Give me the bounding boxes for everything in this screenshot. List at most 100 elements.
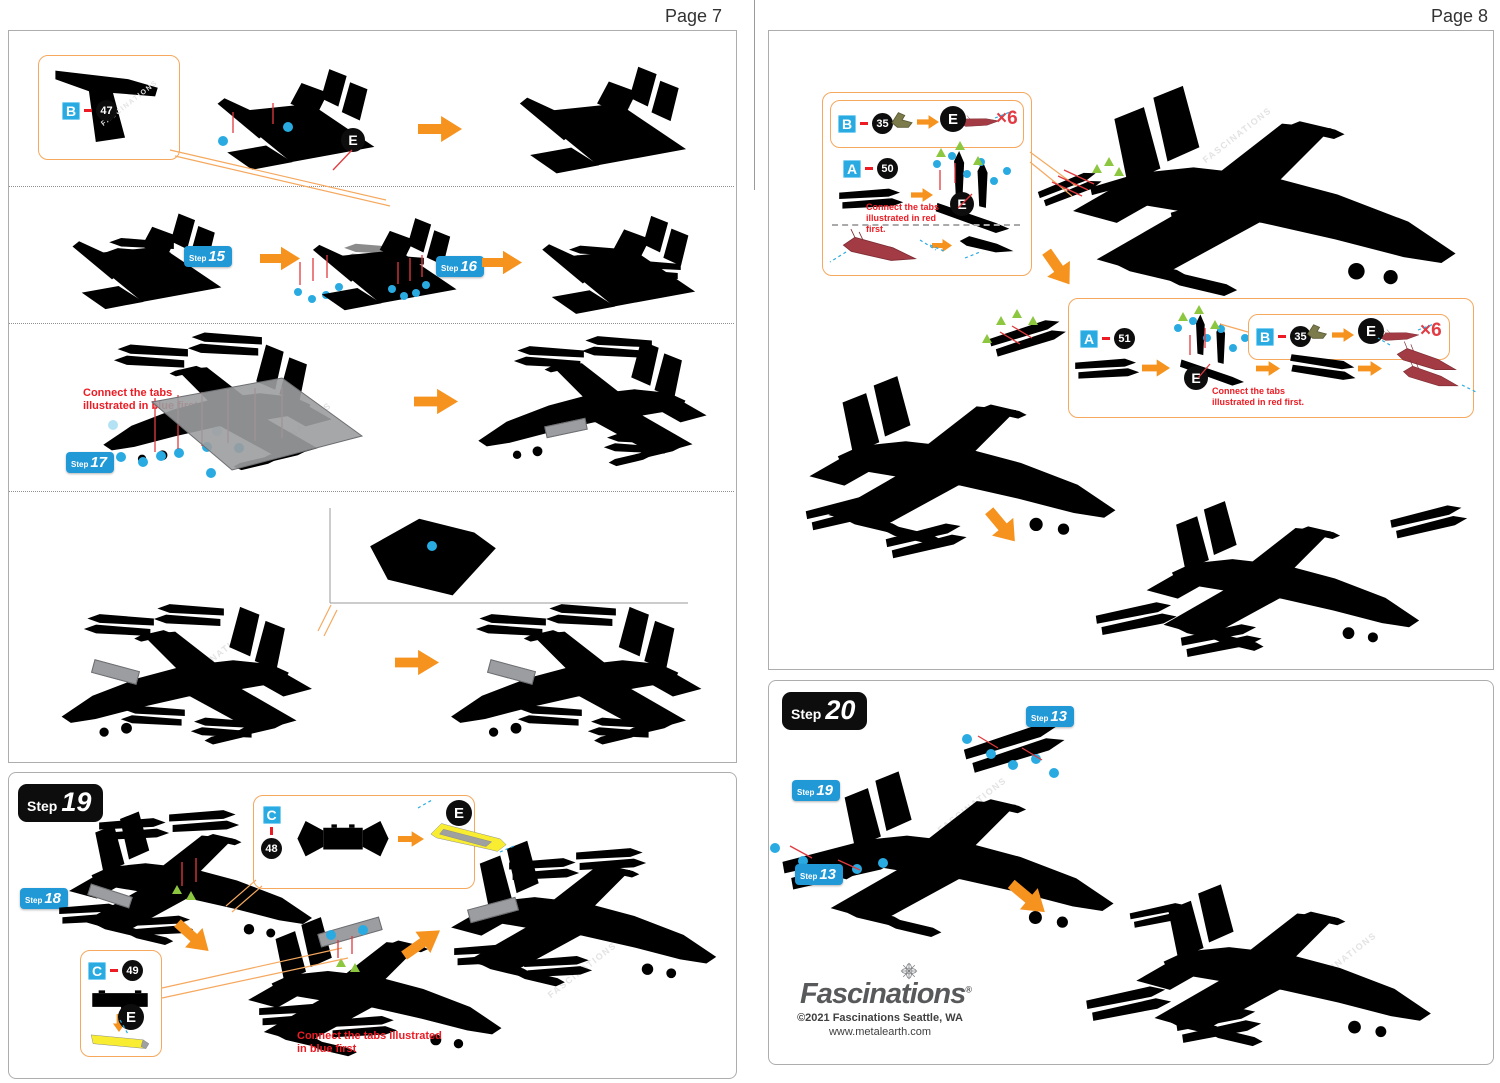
step20-panel [768, 680, 1494, 1065]
section-separator [9, 323, 734, 324]
part-label-b35: B 35 [1256, 326, 1311, 347]
tab-dot-icon [202, 442, 212, 452]
transform-arrow-icon [1358, 360, 1382, 377]
missile-rack-drawing [165, 804, 245, 839]
missile-rack-drawing [352, 248, 428, 281]
tab-dot-icon [1003, 167, 1011, 175]
tab-dot-icon [933, 160, 941, 168]
part-label-dash [84, 109, 92, 112]
next-step-arrow-icon [482, 249, 522, 276]
tab-dot-icon [116, 452, 126, 462]
assembly-note: Connect the tabs illustrated in red firs… [1212, 386, 1305, 407]
tab-triangle-icon [973, 156, 983, 165]
transform-arrow-icon [1332, 327, 1354, 343]
tab-triangle-icon [1012, 309, 1022, 318]
tab-dot-icon [206, 468, 216, 478]
missile-rack-drawing [78, 608, 158, 643]
tab-dot-icon [400, 292, 408, 300]
missile-rack-drawing [185, 712, 259, 744]
next-step-arrow-icon [260, 245, 300, 272]
part-group-badge: B [62, 101, 80, 120]
tab-triangle-icon [936, 148, 946, 157]
tab-triangle-icon [996, 316, 1006, 325]
brand-logo: Fascinations® [800, 978, 972, 1010]
part-label-c48: C 48 [261, 806, 282, 859]
step-17-badge: Step 17 [66, 452, 115, 473]
tab-dot-icon [234, 443, 244, 453]
assembly-note: Connect the tabs illustrated in blue fir… [297, 1030, 442, 1055]
tab-dot-icon [948, 152, 956, 160]
tab-triangle-icon [1178, 312, 1188, 321]
e-tool-badge: E [118, 1004, 144, 1030]
transform-arrow-icon [932, 238, 952, 253]
step-20-heading-badge: Step 20 [782, 692, 868, 730]
registered-mark: ® [965, 984, 972, 995]
missile-rack-drawing [576, 330, 656, 365]
missile-rack-drawing [182, 326, 266, 363]
assembly-note: Connect the tabs illustrated in red firs… [866, 202, 940, 234]
missile-rack-drawing [108, 338, 192, 375]
tab-dot-icon [174, 448, 184, 458]
page7-main-panel [8, 30, 737, 763]
jet-illustration [1052, 868, 1497, 1068]
missile-rack-drawing [582, 712, 656, 744]
folded-part-olive-drawing [1306, 322, 1328, 341]
tab-triangle-icon [982, 334, 992, 343]
tab-dot-icon [412, 289, 420, 297]
e-tool-badge: E [1184, 366, 1208, 390]
tab-dot-icon [283, 122, 293, 132]
step19-panel [8, 772, 737, 1079]
jet-rear-illustration [205, 58, 405, 176]
quantity-multiplier: ×6 [1420, 320, 1442, 341]
section-separator [9, 491, 734, 492]
missile-rack-drawing [148, 598, 228, 633]
next-step-arrow-icon [414, 387, 458, 416]
page-7-label: Page 7 [664, 6, 722, 26]
tab-triangle-icon [172, 885, 182, 894]
tab-dot-icon [770, 843, 780, 853]
tab-dot-icon [358, 925, 368, 935]
missile-rack-drawing [598, 428, 672, 460]
folded-part-olive-drawing [890, 110, 914, 130]
missile-rack-drawing [255, 998, 333, 1032]
tab-triangle-icon [1028, 316, 1038, 325]
tab-dot-icon [388, 285, 396, 293]
tab-dot-icon [986, 749, 996, 759]
copyright-text: ©2021 Fascinations Seattle, WA [797, 1012, 963, 1024]
tab-dot-icon [422, 281, 430, 289]
section-separator [9, 186, 734, 187]
next-step-arrow-icon [418, 114, 462, 144]
tab-dot-icon [963, 170, 971, 178]
tab-triangle-icon [1194, 305, 1204, 314]
transform-arrow-icon [917, 114, 939, 130]
step-13-badge: Step 13 [1026, 706, 1075, 727]
missile-rack-drawing [615, 255, 685, 285]
step-18-badge: Step 18 [20, 888, 69, 909]
tab-dot-icon [294, 288, 302, 296]
part-label-a51: A 51 [1080, 328, 1135, 349]
quantity-multiplier: ×6 [996, 108, 1018, 129]
tab-dot-icon [990, 177, 998, 185]
jet-rear-illustration [505, 55, 720, 180]
part-label-a50: A 50 [843, 158, 898, 179]
transform-arrow-icon [1142, 358, 1170, 378]
page-8-label: Page 8 [1430, 6, 1488, 26]
missile-rack-drawing [450, 938, 528, 972]
tab-dot-icon [1008, 760, 1018, 770]
tab-dot-icon [1229, 344, 1237, 352]
e-tool-badge: E [950, 192, 974, 216]
tab-dot-icon [212, 426, 222, 436]
transform-arrow-icon [1256, 360, 1280, 377]
inset-divider [832, 224, 1020, 226]
missile-rack-drawing [512, 700, 586, 732]
tab-dot-icon [1189, 317, 1197, 325]
tab-dot-icon [335, 283, 343, 291]
tab-dot-icon [308, 295, 316, 303]
step-19-badge: Step 19 [792, 780, 841, 801]
page-divider [754, 0, 755, 190]
e-tool-badge: E [940, 106, 966, 132]
tab-dot-icon [878, 858, 888, 868]
tab-triangle-icon [350, 963, 360, 972]
e-tool-badge: E [341, 128, 365, 152]
